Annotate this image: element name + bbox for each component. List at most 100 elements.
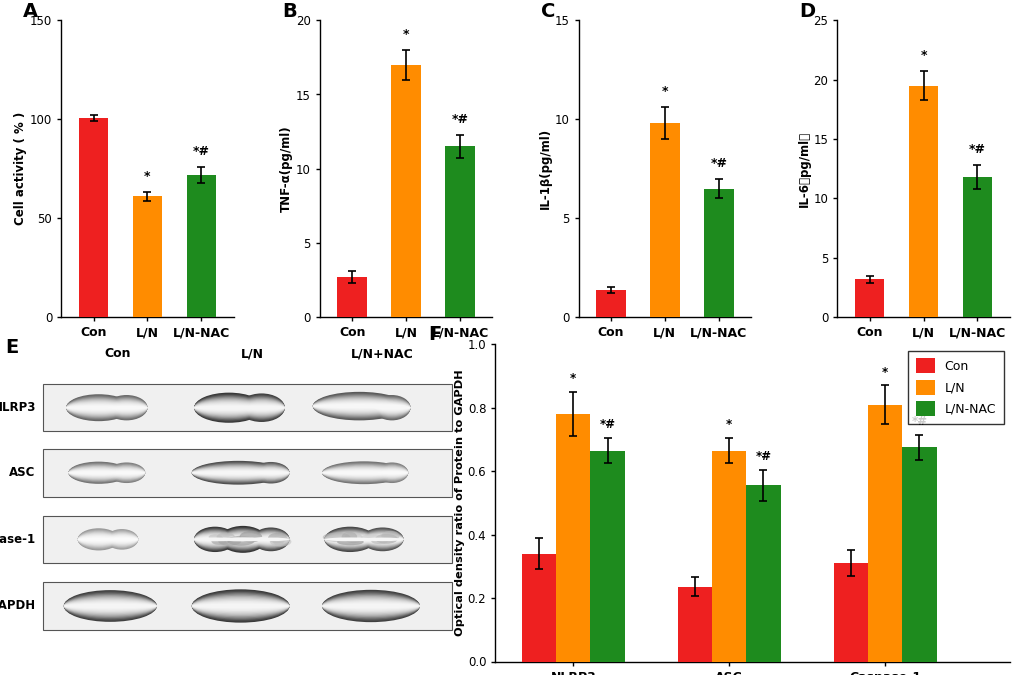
Ellipse shape: [68, 462, 128, 483]
Ellipse shape: [194, 395, 264, 421]
Ellipse shape: [219, 529, 266, 549]
Y-axis label: IL-6（pg/ml）: IL-6（pg/ml）: [797, 131, 810, 207]
Text: *#: *#: [968, 143, 985, 157]
Ellipse shape: [194, 402, 264, 414]
Ellipse shape: [238, 399, 284, 416]
Ellipse shape: [324, 529, 375, 550]
Ellipse shape: [66, 404, 131, 411]
Bar: [43, 582, 452, 630]
Ellipse shape: [362, 537, 404, 541]
Ellipse shape: [66, 396, 131, 420]
Ellipse shape: [63, 603, 157, 608]
Ellipse shape: [272, 537, 288, 542]
Ellipse shape: [77, 529, 119, 551]
Ellipse shape: [219, 526, 266, 553]
Text: *: *: [726, 418, 732, 431]
Bar: [132, 196, 162, 317]
Ellipse shape: [373, 397, 410, 418]
Ellipse shape: [322, 461, 406, 484]
Ellipse shape: [194, 531, 235, 548]
Ellipse shape: [375, 469, 408, 477]
Ellipse shape: [362, 533, 404, 546]
Ellipse shape: [238, 397, 284, 418]
Ellipse shape: [322, 601, 420, 611]
Ellipse shape: [63, 591, 157, 620]
Ellipse shape: [252, 531, 289, 547]
Ellipse shape: [68, 466, 128, 479]
Ellipse shape: [63, 597, 157, 614]
Ellipse shape: [322, 591, 420, 621]
Ellipse shape: [238, 400, 284, 415]
Text: *: *: [570, 372, 576, 385]
Ellipse shape: [322, 595, 420, 617]
Ellipse shape: [322, 466, 406, 480]
Ellipse shape: [66, 400, 131, 415]
Ellipse shape: [240, 533, 260, 541]
Ellipse shape: [381, 531, 399, 541]
Ellipse shape: [313, 393, 406, 419]
Text: *: *: [661, 86, 667, 99]
Ellipse shape: [68, 471, 128, 475]
Ellipse shape: [106, 535, 139, 544]
Ellipse shape: [272, 535, 283, 546]
Ellipse shape: [194, 394, 264, 422]
Ellipse shape: [252, 462, 289, 483]
Ellipse shape: [106, 405, 148, 410]
Ellipse shape: [194, 537, 235, 542]
Ellipse shape: [108, 469, 145, 477]
Ellipse shape: [373, 400, 410, 416]
Ellipse shape: [238, 404, 284, 411]
Ellipse shape: [63, 599, 157, 614]
Ellipse shape: [219, 530, 266, 549]
Ellipse shape: [194, 396, 264, 419]
Bar: [555, 414, 590, 662]
Ellipse shape: [322, 469, 406, 477]
Bar: [337, 277, 367, 317]
Ellipse shape: [108, 465, 145, 481]
Ellipse shape: [192, 464, 284, 481]
Ellipse shape: [322, 533, 351, 542]
Ellipse shape: [192, 462, 284, 484]
Ellipse shape: [194, 533, 235, 545]
Ellipse shape: [361, 535, 383, 540]
Ellipse shape: [106, 399, 148, 416]
Text: *#: *#: [709, 157, 727, 169]
Text: *: *: [144, 169, 151, 183]
Ellipse shape: [106, 402, 148, 414]
Ellipse shape: [373, 395, 410, 421]
Bar: [522, 554, 555, 662]
Ellipse shape: [108, 464, 145, 481]
Ellipse shape: [324, 532, 375, 547]
Ellipse shape: [194, 398, 264, 417]
Ellipse shape: [106, 536, 139, 543]
Ellipse shape: [192, 462, 284, 483]
Ellipse shape: [106, 398, 148, 417]
Ellipse shape: [362, 536, 404, 543]
Bar: [649, 124, 679, 317]
Ellipse shape: [362, 531, 404, 549]
Ellipse shape: [108, 466, 145, 479]
Ellipse shape: [108, 466, 145, 480]
Ellipse shape: [252, 464, 289, 482]
Ellipse shape: [66, 402, 131, 413]
Ellipse shape: [313, 394, 406, 418]
Ellipse shape: [194, 398, 264, 418]
Ellipse shape: [252, 536, 289, 543]
Text: *#: *#: [193, 145, 210, 158]
Ellipse shape: [192, 595, 289, 618]
Ellipse shape: [68, 463, 128, 482]
Bar: [43, 516, 452, 563]
Ellipse shape: [252, 537, 289, 541]
Ellipse shape: [313, 403, 406, 409]
Ellipse shape: [194, 537, 235, 541]
Text: *: *: [919, 49, 926, 62]
Ellipse shape: [252, 527, 289, 551]
Ellipse shape: [66, 402, 131, 414]
Text: F: F: [428, 325, 441, 344]
Bar: [43, 384, 452, 431]
Text: Caspase-1: Caspase-1: [0, 533, 36, 546]
Ellipse shape: [362, 529, 404, 549]
Ellipse shape: [238, 398, 284, 418]
Ellipse shape: [192, 467, 284, 478]
Ellipse shape: [219, 532, 266, 547]
